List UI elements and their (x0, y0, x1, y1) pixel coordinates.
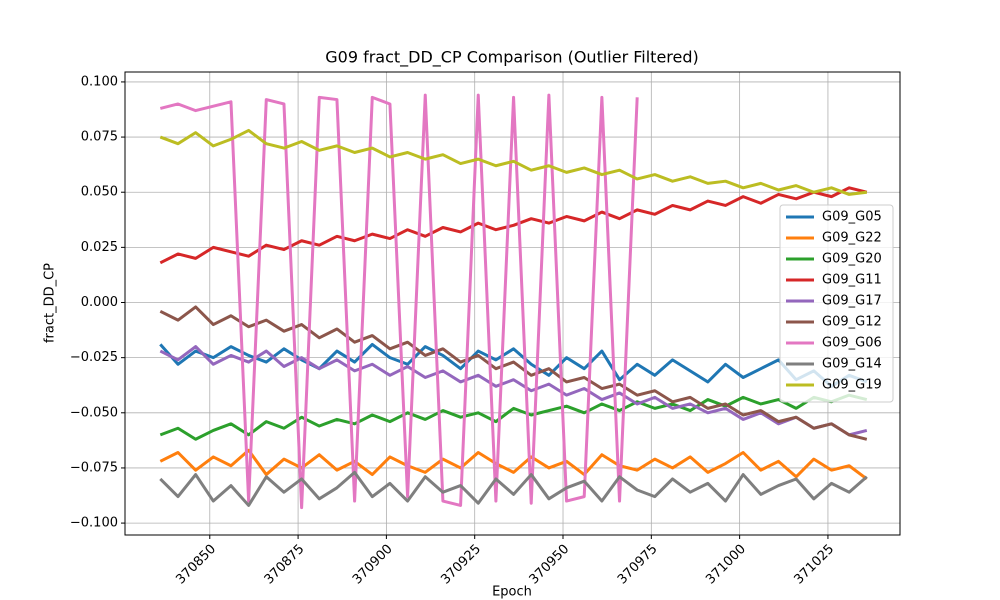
series-line (159, 448, 868, 481)
series-line (159, 345, 868, 437)
series-line (159, 342, 868, 388)
legend-label: G09_G19 (822, 378, 882, 393)
y-tick-label: 0.025 (81, 240, 118, 255)
legend-label: G09_G05 (822, 210, 882, 225)
legend: G09_G05 G09_G22 G09_G20 G09_G11 G09_G17 G09_G… (779, 204, 894, 403)
y-tick-label: −0.075 (70, 460, 118, 475)
series-line (159, 393, 868, 441)
y-tick-label: 0.075 (81, 130, 118, 145)
chart-title: G09 fract_DD_CP Comparison (Outlier Filt… (325, 48, 699, 68)
series-line (159, 186, 868, 265)
series-line (159, 470, 868, 507)
y-tick-label: −0.100 (70, 516, 118, 531)
legend-box (779, 204, 894, 403)
plot-area (159, 93, 868, 510)
legend-label: G09_G11 (822, 273, 882, 288)
legend-label: G09_G06 (822, 336, 882, 351)
plot-frame (124, 71, 901, 536)
series-line (159, 93, 639, 510)
legend-label: G09_G22 (822, 231, 882, 246)
y-axis-label: fract_DD_CP (43, 263, 58, 343)
legend-label: G09_G12 (822, 315, 882, 330)
x-axis-label: Epoch (492, 585, 532, 600)
series-line (159, 128, 867, 196)
legend-label: G09_G17 (822, 294, 882, 309)
y-tick-label: 0.050 (81, 185, 118, 200)
y-tick-label: −0.025 (70, 350, 118, 365)
y-tick-label: 0.100 (81, 74, 118, 89)
legend-label: G09_G20 (822, 252, 882, 267)
y-tick-label: −0.050 (70, 405, 118, 420)
series-line (159, 305, 868, 441)
legend-label: G09_G14 (822, 357, 882, 372)
y-tick-label: 0.000 (81, 295, 118, 310)
